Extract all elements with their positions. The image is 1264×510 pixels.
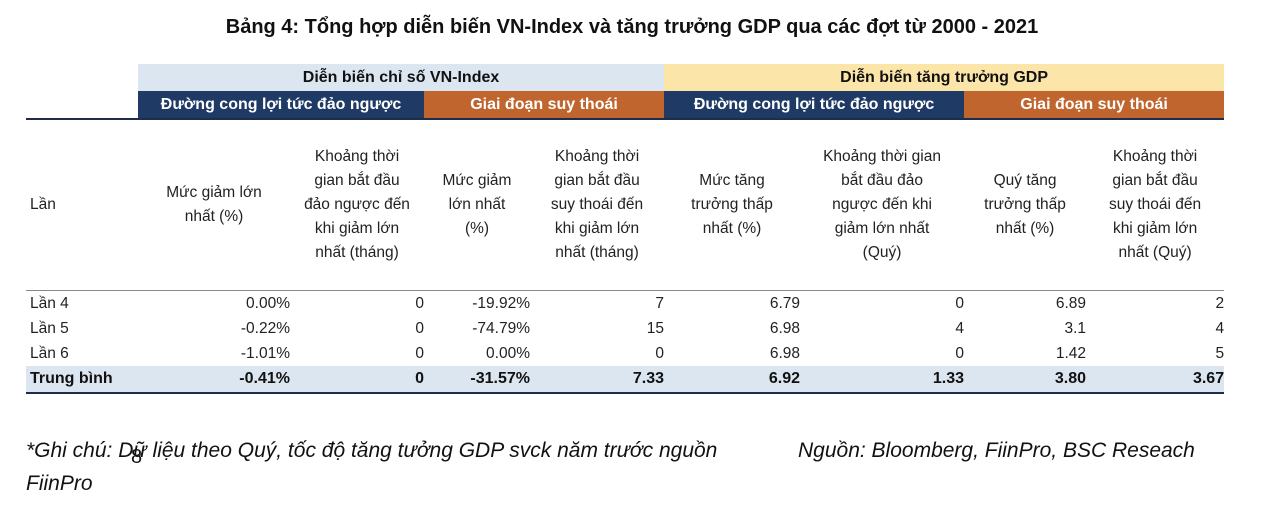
column-header-line: Mức giảm lớn: [166, 184, 262, 201]
average-cell: 0: [290, 366, 424, 394]
column-header: Khoảng thời gian bắt đầu đảo ngược đến khi …: [290, 118, 424, 291]
average-cell: 1.33: [800, 366, 965, 394]
row-label: Lần 6: [30, 344, 69, 362]
column-header: Quý tăng trưởng thấp nhất (%): [964, 118, 1087, 291]
column-header-line: nhất (Quý): [1118, 244, 1192, 261]
row-label: Lần 4: [26, 290, 138, 316]
table-cell: 0: [655, 344, 665, 362]
table-cell: 15: [646, 319, 665, 337]
column-header-line: nhất (%): [702, 220, 762, 237]
table-row: Lần 4 0.00% 0 -19.92% 7 6.79 0 6.89 2: [26, 290, 1225, 316]
column-header-line: giảm lớn nhất: [834, 220, 930, 237]
subgroup-gdp-curve: Đường cong lợi tức đảo ngược: [664, 91, 965, 119]
subgroup-vn-curve: Đường cong lợi tức đảo ngược: [138, 91, 424, 119]
table-cell: 6.98: [769, 344, 801, 362]
table-cell: 4: [1215, 319, 1225, 337]
column-header: Khoảng thời gian bắt đầu đảo ngược đến khi…: [800, 118, 965, 291]
table-title: Bảng 4: Tổng hợp diễn biến VN-Index và t…: [225, 16, 1039, 38]
column-header: Khoảng thời gian bắt đầu suy thoái đến khi …: [530, 118, 665, 291]
page-number: 8: [131, 446, 143, 468]
column-header-line: khi giảm lớn: [1112, 220, 1198, 237]
column-header-line: gian bắt đầu: [554, 172, 640, 189]
table-cell: -19.92%: [424, 290, 530, 316]
table-cell: 2: [1086, 290, 1225, 316]
column-header-line: Mức tăng: [699, 172, 765, 189]
table-cell: -0.22%: [240, 319, 290, 337]
table-cell: 6.79: [664, 290, 801, 316]
table-body: Lần 4 0.00% 0 -19.92% 7 6.79 0 6.89 2 Lần 5 -0.22%…: [26, 290, 1225, 367]
column-header-line: ngược đến khi: [832, 196, 932, 213]
column-header-line: (%): [464, 220, 490, 237]
average-cell: -31.57%: [424, 366, 530, 394]
column-header: Mức tăng trưởng thấp nhất (%): [664, 118, 801, 291]
column-header-line: nhất (tháng): [315, 244, 399, 261]
column-header: Lần: [26, 118, 138, 291]
table-cell: 3.1: [1064, 319, 1087, 337]
table-cell: 6.89: [964, 290, 1087, 316]
column-header: Mức giảm lớn nhất (%): [138, 118, 290, 291]
column-header-line: Lần: [30, 196, 56, 213]
subgroup-gdp-recession: Giai đoạn suy thoái: [964, 91, 1225, 119]
column-header-line: Khoảng thời: [554, 148, 640, 165]
group-gdp: Diễn biến tăng trưởng GDP: [664, 64, 1225, 91]
subgroup-header-row: Đường cong lợi tức đảo ngược Giai đoạn s…: [26, 91, 1225, 119]
table-cell: 0: [800, 290, 965, 316]
column-header-line: khi giảm lớn: [314, 220, 400, 237]
average-cell: -0.41%: [138, 366, 290, 394]
group-header-row: Diễn biến chỉ số VN-Index Diễn biến tăng…: [26, 64, 1225, 91]
average-cell: 7.33: [530, 366, 665, 394]
column-header-line: trưởng thấp: [691, 196, 773, 213]
column-header-line: Khoảng thời: [1112, 148, 1198, 165]
column-header-line: Mức giảm: [442, 172, 512, 189]
column-header-line: Khoảng thời: [314, 148, 400, 165]
column-header-row: Lần Mức giảm lớn nhất (%) Khoảng thời gian b…: [26, 118, 1225, 291]
table-cell: 4: [955, 319, 965, 337]
average-row: Trung bình -0.41% 0 -31.57% 7.33 6.92 1.33 3.80…: [26, 366, 1225, 394]
table-cell: 0.00%: [138, 290, 290, 316]
column-header-line: lớn nhất: [448, 196, 506, 213]
average-cell: 3.67: [1086, 366, 1225, 394]
column-header-line: Quý tăng: [993, 172, 1057, 189]
table-cell: -1.01%: [240, 344, 290, 362]
column-header-line: gian bắt đầu: [314, 172, 400, 189]
table-cell: 0: [290, 290, 424, 316]
source-note: Nguồn: Bloomberg, FiinPro, BSC Reseach: [798, 439, 1195, 462]
row-label: Lần 5: [30, 319, 69, 337]
table-cell: 5: [1215, 344, 1225, 362]
column-header-line: nhất (%): [184, 208, 244, 225]
column-header-line: suy thoái đến: [1108, 196, 1202, 213]
table-row: Lần 6 -1.01% 0 0.00% 0 6.98 0 1.42 5: [26, 341, 1224, 366]
table-cell: 1.42: [1055, 344, 1087, 362]
column-header-line: trưởng thấp: [984, 196, 1066, 213]
column-header-line: nhất (tháng): [555, 244, 639, 261]
subgroup-vn-recession: Giai đoạn suy thoái: [424, 91, 665, 119]
average-cell: 6.92: [664, 366, 801, 394]
column-header-line: gian bắt đầu: [1112, 172, 1198, 189]
column-header-line: đảo ngược đến: [304, 196, 410, 213]
table-cell: -74.79%: [472, 319, 530, 337]
footnote: *Ghi chú: Dữ liệu theo Quý, tốc độ tăng …: [26, 439, 718, 495]
column-header-line: bắt đầu đảo: [841, 172, 923, 189]
column-header-line: Khoảng thời gian: [823, 148, 941, 165]
column-header-line: (Quý): [862, 244, 902, 261]
average-cell: 3.80: [964, 366, 1087, 394]
table-row: Lần 5 -0.22% 0 -74.79% 15 6.98 4 3.1 4: [26, 316, 1224, 341]
summary-table: Diễn biến chỉ số VN-Index Diễn biến tăng…: [26, 64, 1225, 394]
column-header: Mức giảm lớn nhất (%): [424, 118, 530, 291]
table-cell: 6.98: [769, 319, 801, 337]
table-cell: 0: [955, 344, 965, 362]
column-header-line: khi giảm lớn: [554, 220, 640, 237]
table-cell: 7: [530, 290, 665, 316]
average-label: Trung bình: [26, 366, 138, 394]
column-header: Khoảng thời gian bắt đầu suy thoái đến khi …: [1086, 118, 1225, 291]
group-vnindex: Diễn biến chỉ số VN-Index: [138, 64, 665, 91]
table-cell: 0: [415, 344, 424, 362]
table-cell: 0.00%: [486, 344, 530, 362]
column-header-line: suy thoái đến: [550, 196, 644, 213]
table-cell: 0: [415, 319, 424, 337]
column-header-line: nhất (%): [995, 220, 1055, 237]
